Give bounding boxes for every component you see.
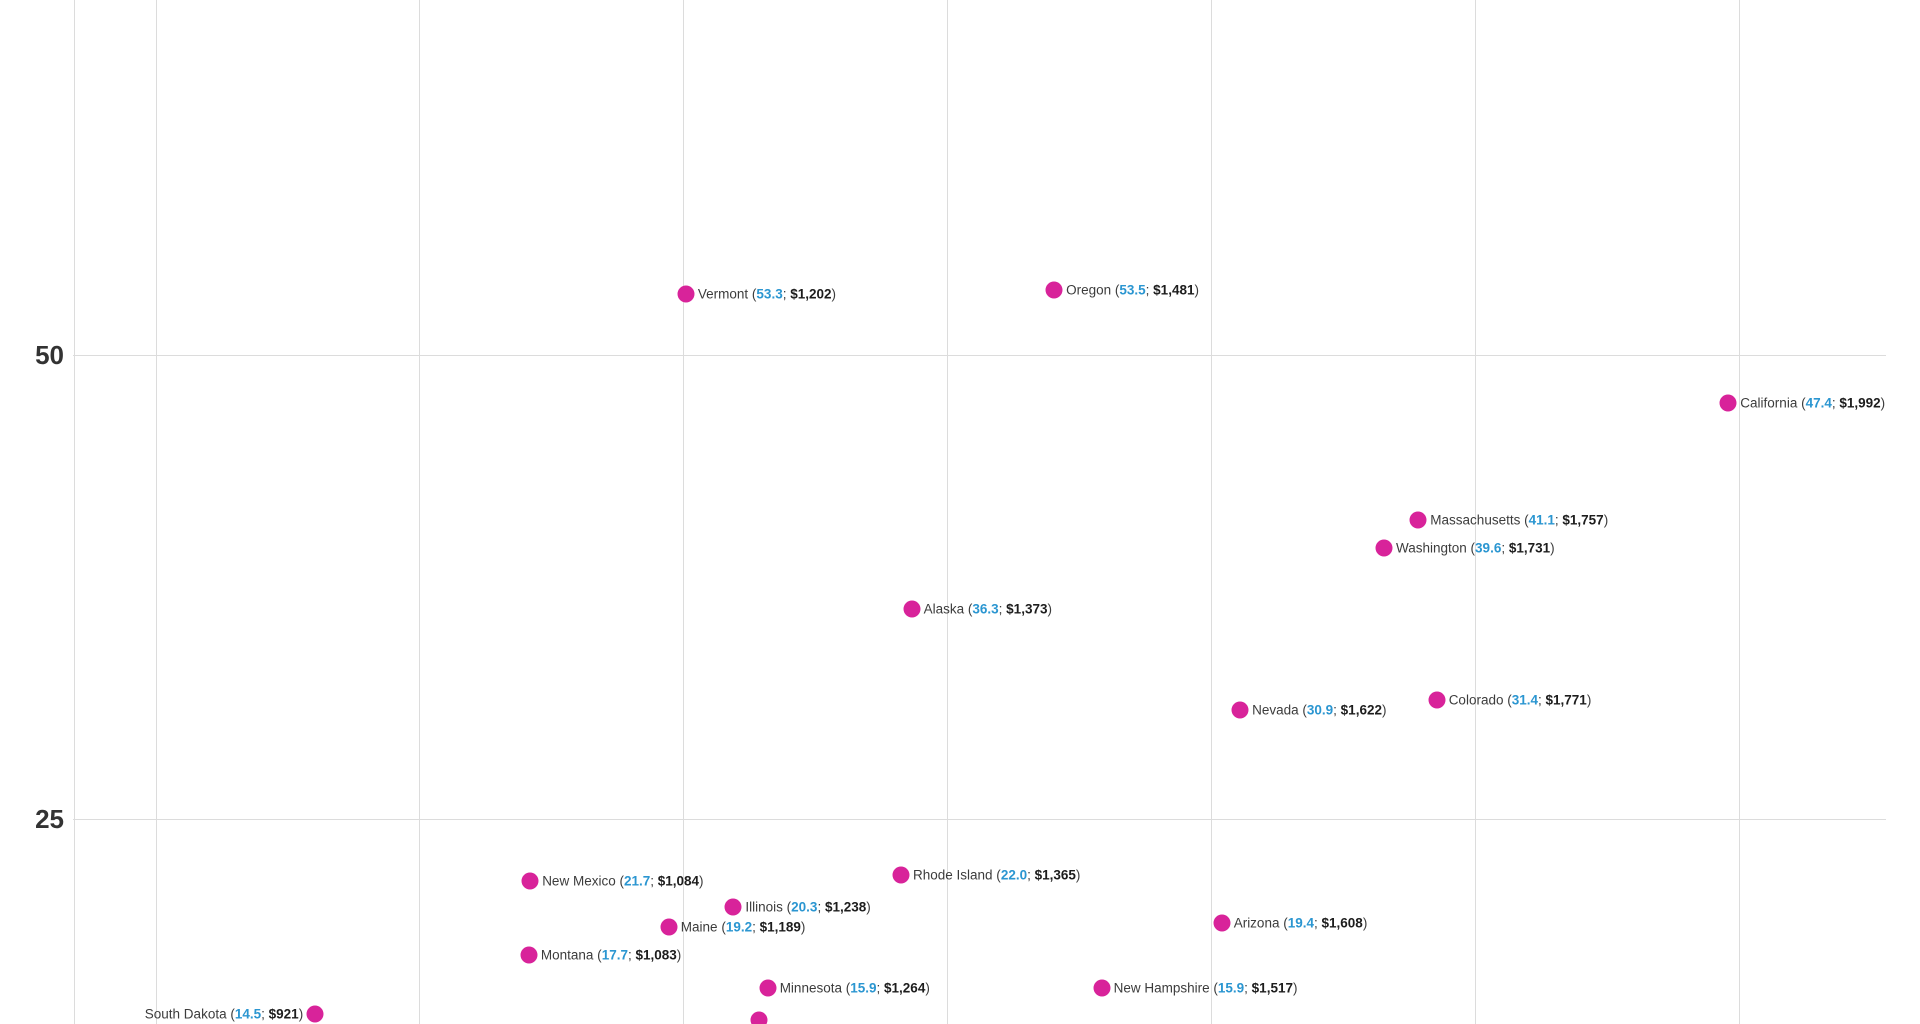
data-point-illinois[interactable] bbox=[724, 898, 742, 915]
data-point-unlabeled[interactable] bbox=[750, 1011, 767, 1024]
data-point-vermont[interactable] bbox=[677, 285, 695, 303]
data-point-label-california: California (47.4; $1,992) bbox=[1740, 395, 1886, 411]
data-point-label-colorado: Colorado (31.4; $1,771) bbox=[1448, 692, 1592, 708]
data-point-new-mexico[interactable] bbox=[521, 872, 539, 889]
data-point-label-maine: Maine (19.2; $1,189) bbox=[680, 919, 806, 935]
data-point-label-minnesota: Minnesota (15.9; $1,264) bbox=[779, 980, 930, 996]
y-gridline bbox=[73, 819, 1886, 821]
x-gridline bbox=[683, 0, 685, 1024]
data-point-label-new-hampshire: New Hampshire (15.9; $1,517) bbox=[1113, 980, 1298, 996]
plot-left-edge bbox=[73, 0, 75, 1024]
data-point-nevada[interactable] bbox=[1231, 701, 1249, 719]
x-gridline bbox=[419, 0, 421, 1024]
data-point-alaska[interactable] bbox=[903, 600, 921, 618]
data-point-label-vermont: Vermont (53.3; $1,202) bbox=[697, 286, 837, 302]
data-point-maine[interactable] bbox=[660, 918, 678, 936]
data-point-arizona[interactable] bbox=[1213, 914, 1231, 932]
data-point-minnesota[interactable] bbox=[759, 979, 777, 997]
data-point-south-dakota[interactable] bbox=[306, 1005, 324, 1023]
data-point-california[interactable] bbox=[1719, 394, 1737, 412]
y-tick-label: 25 bbox=[35, 804, 64, 835]
x-gridline bbox=[1211, 0, 1213, 1024]
x-gridline bbox=[155, 0, 157, 1024]
data-point-label-south-dakota: South Dakota (14.5; $921) bbox=[144, 1006, 304, 1022]
data-point-label-massachusetts: Massachusetts (41.1; $1,757) bbox=[1430, 512, 1609, 528]
data-point-label-alaska: Alaska (36.3; $1,373) bbox=[923, 601, 1052, 617]
data-point-rhode-island[interactable] bbox=[892, 866, 910, 884]
data-point-montana[interactable] bbox=[520, 946, 538, 964]
y-gridline bbox=[73, 355, 1886, 357]
data-point-label-illinois: Illinois (20.3; $1,238) bbox=[745, 898, 871, 914]
x-gridline bbox=[1738, 0, 1740, 1024]
data-point-washington[interactable] bbox=[1375, 539, 1393, 557]
data-point-label-washington: Washington (39.6; $1,731) bbox=[1396, 540, 1555, 556]
data-point-label-montana: Montana (17.7; $1,083) bbox=[540, 946, 682, 962]
x-gridline bbox=[947, 0, 949, 1024]
data-point-label-rhode-island: Rhode Island (22.0; $1,365) bbox=[913, 867, 1081, 883]
data-point-label-arizona: Arizona (19.4; $1,608) bbox=[1233, 915, 1368, 931]
data-point-new-hampshire[interactable] bbox=[1093, 979, 1111, 997]
data-point-oregon[interactable] bbox=[1045, 281, 1063, 299]
y-tick-label: 50 bbox=[35, 340, 64, 371]
data-point-colorado[interactable] bbox=[1428, 691, 1446, 709]
data-point-label-nevada: Nevada (30.9; $1,622) bbox=[1252, 701, 1387, 717]
x-gridline bbox=[1475, 0, 1476, 1024]
data-point-massachusetts[interactable] bbox=[1409, 511, 1427, 529]
data-point-label-new-mexico: New Mexico (21.7; $1,084) bbox=[542, 872, 704, 888]
data-point-label-oregon: Oregon (53.5; $1,481) bbox=[1066, 282, 1199, 298]
